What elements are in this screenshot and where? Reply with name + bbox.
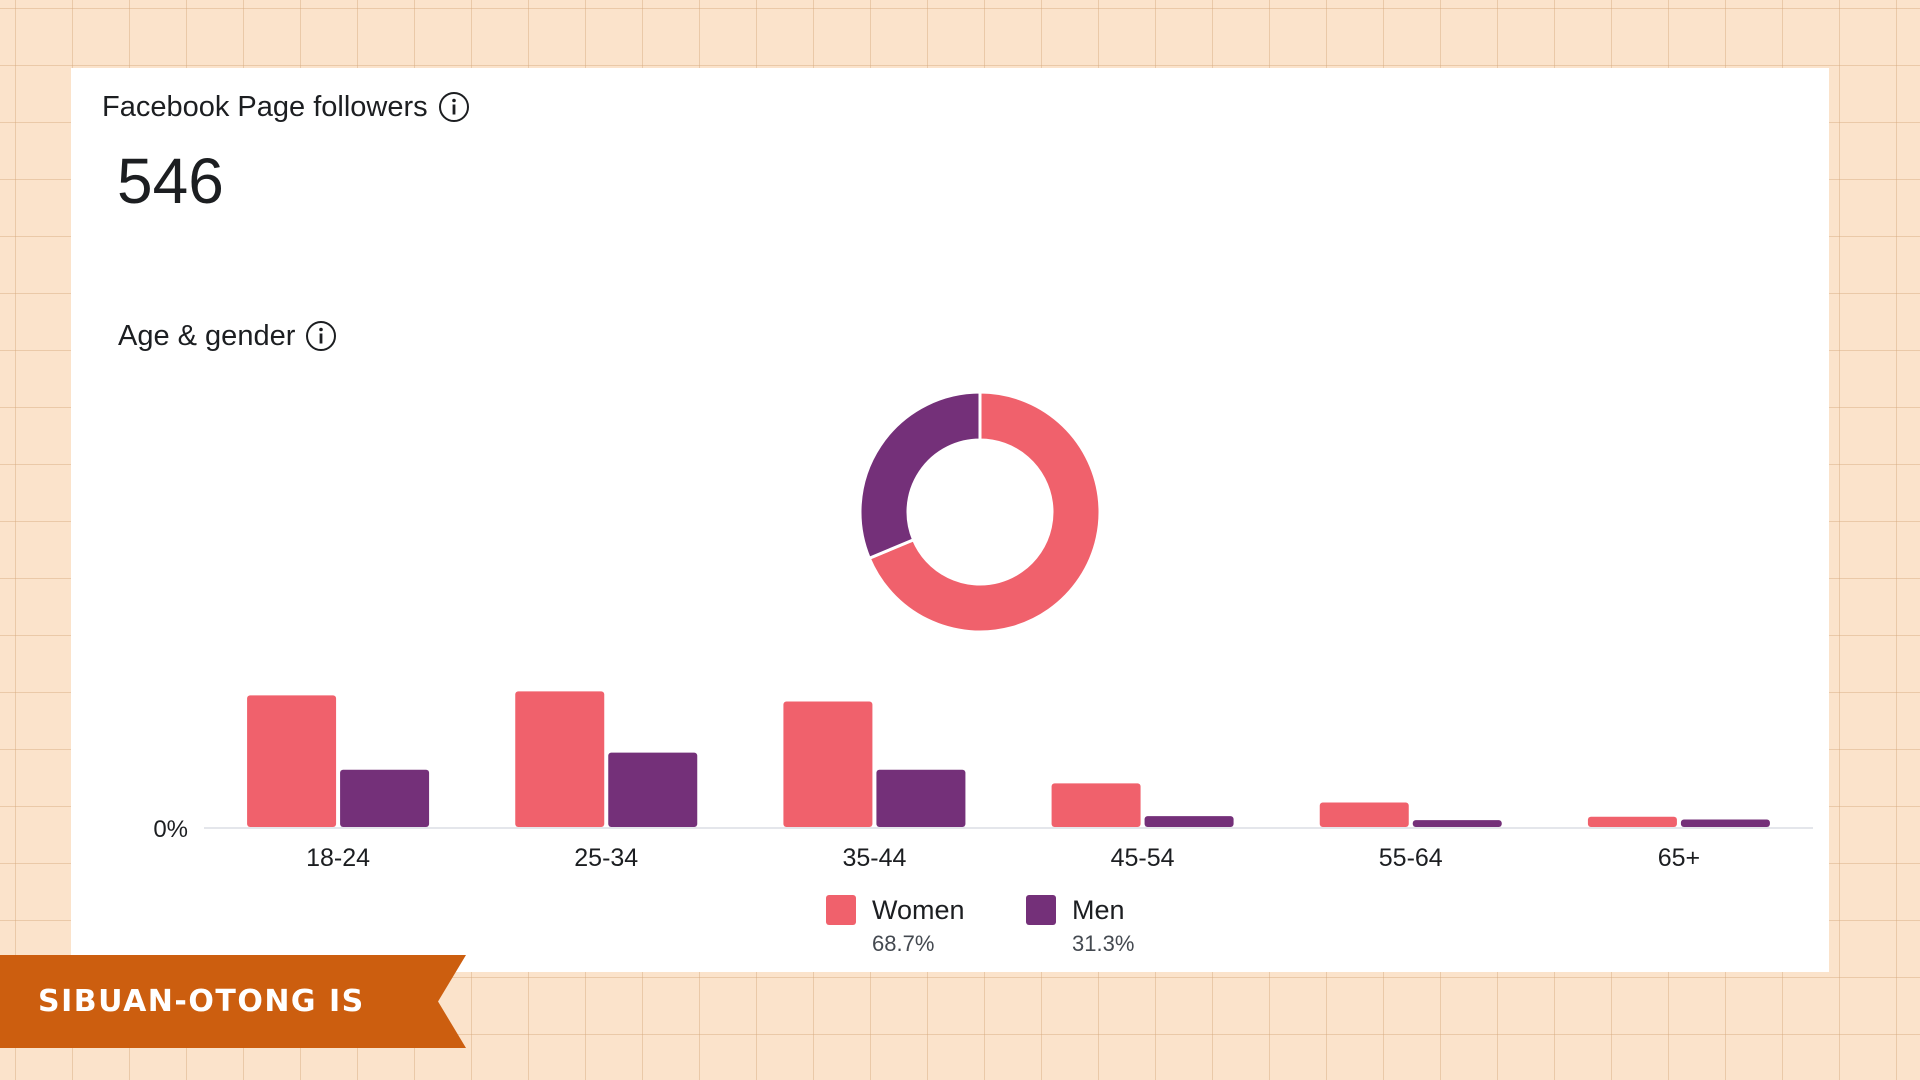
bar-men-45-54 xyxy=(1144,816,1234,827)
info-icon[interactable] xyxy=(438,91,470,123)
legend-percent-women: 68.7% xyxy=(872,931,935,956)
x-tick-label: 55-64 xyxy=(1379,844,1443,872)
bar-women-55-64 xyxy=(1319,802,1409,827)
x-tick-label: 45-54 xyxy=(1111,844,1175,872)
donut-slice-women xyxy=(867,390,1102,634)
bar-women-35-44 xyxy=(783,701,873,827)
title-banner: SIBUAN-OTONG IS xyxy=(0,955,466,1048)
legend-label-women: Women xyxy=(872,895,965,925)
banner-text: SIBUAN-OTONG IS xyxy=(38,984,365,1019)
legend-swatch-women xyxy=(826,895,856,925)
y-tick-label: 0% xyxy=(153,816,188,843)
followers-header: Facebook Page followers xyxy=(102,82,470,132)
bar-men-55-64 xyxy=(1412,820,1502,827)
x-tick-label: 65+ xyxy=(1658,844,1700,872)
legend-percent-men: 31.3% xyxy=(1072,931,1135,956)
bar-men-18-24 xyxy=(340,769,430,827)
age-gender-title: Age & gender xyxy=(118,319,296,352)
followers-card: Facebook Page followers 546 Age & gender… xyxy=(71,68,1829,972)
age-gender-header: Age & gender xyxy=(118,313,337,359)
followers-title: Facebook Page followers xyxy=(102,90,428,123)
bar-women-65+ xyxy=(1587,816,1677,827)
info-icon[interactable] xyxy=(305,320,337,352)
legend-item-women[interactable]: Women 68.7% xyxy=(826,893,1006,973)
follower-count: 546 xyxy=(117,145,224,217)
x-tick-label: 25-34 xyxy=(574,844,638,872)
bar-women-25-34 xyxy=(515,691,605,827)
donut-slice-men xyxy=(858,390,982,561)
x-tick-label: 35-44 xyxy=(842,844,906,872)
bar-women-18-24 xyxy=(247,695,337,827)
legend-item-men[interactable]: Men 31.3% xyxy=(1026,893,1206,973)
age-gender-chart: 0% 18-24 25-34 35-44 45-54 55-64 65+ xyxy=(153,390,1813,872)
legend-label-men: Men xyxy=(1072,895,1125,925)
bar-women-45-54 xyxy=(1051,783,1141,827)
legend-swatch-men xyxy=(1026,895,1056,925)
bar-men-65+ xyxy=(1680,819,1770,827)
bar-men-25-34 xyxy=(608,752,698,827)
bar-men-35-44 xyxy=(876,769,966,827)
x-tick-label: 18-24 xyxy=(306,844,370,872)
